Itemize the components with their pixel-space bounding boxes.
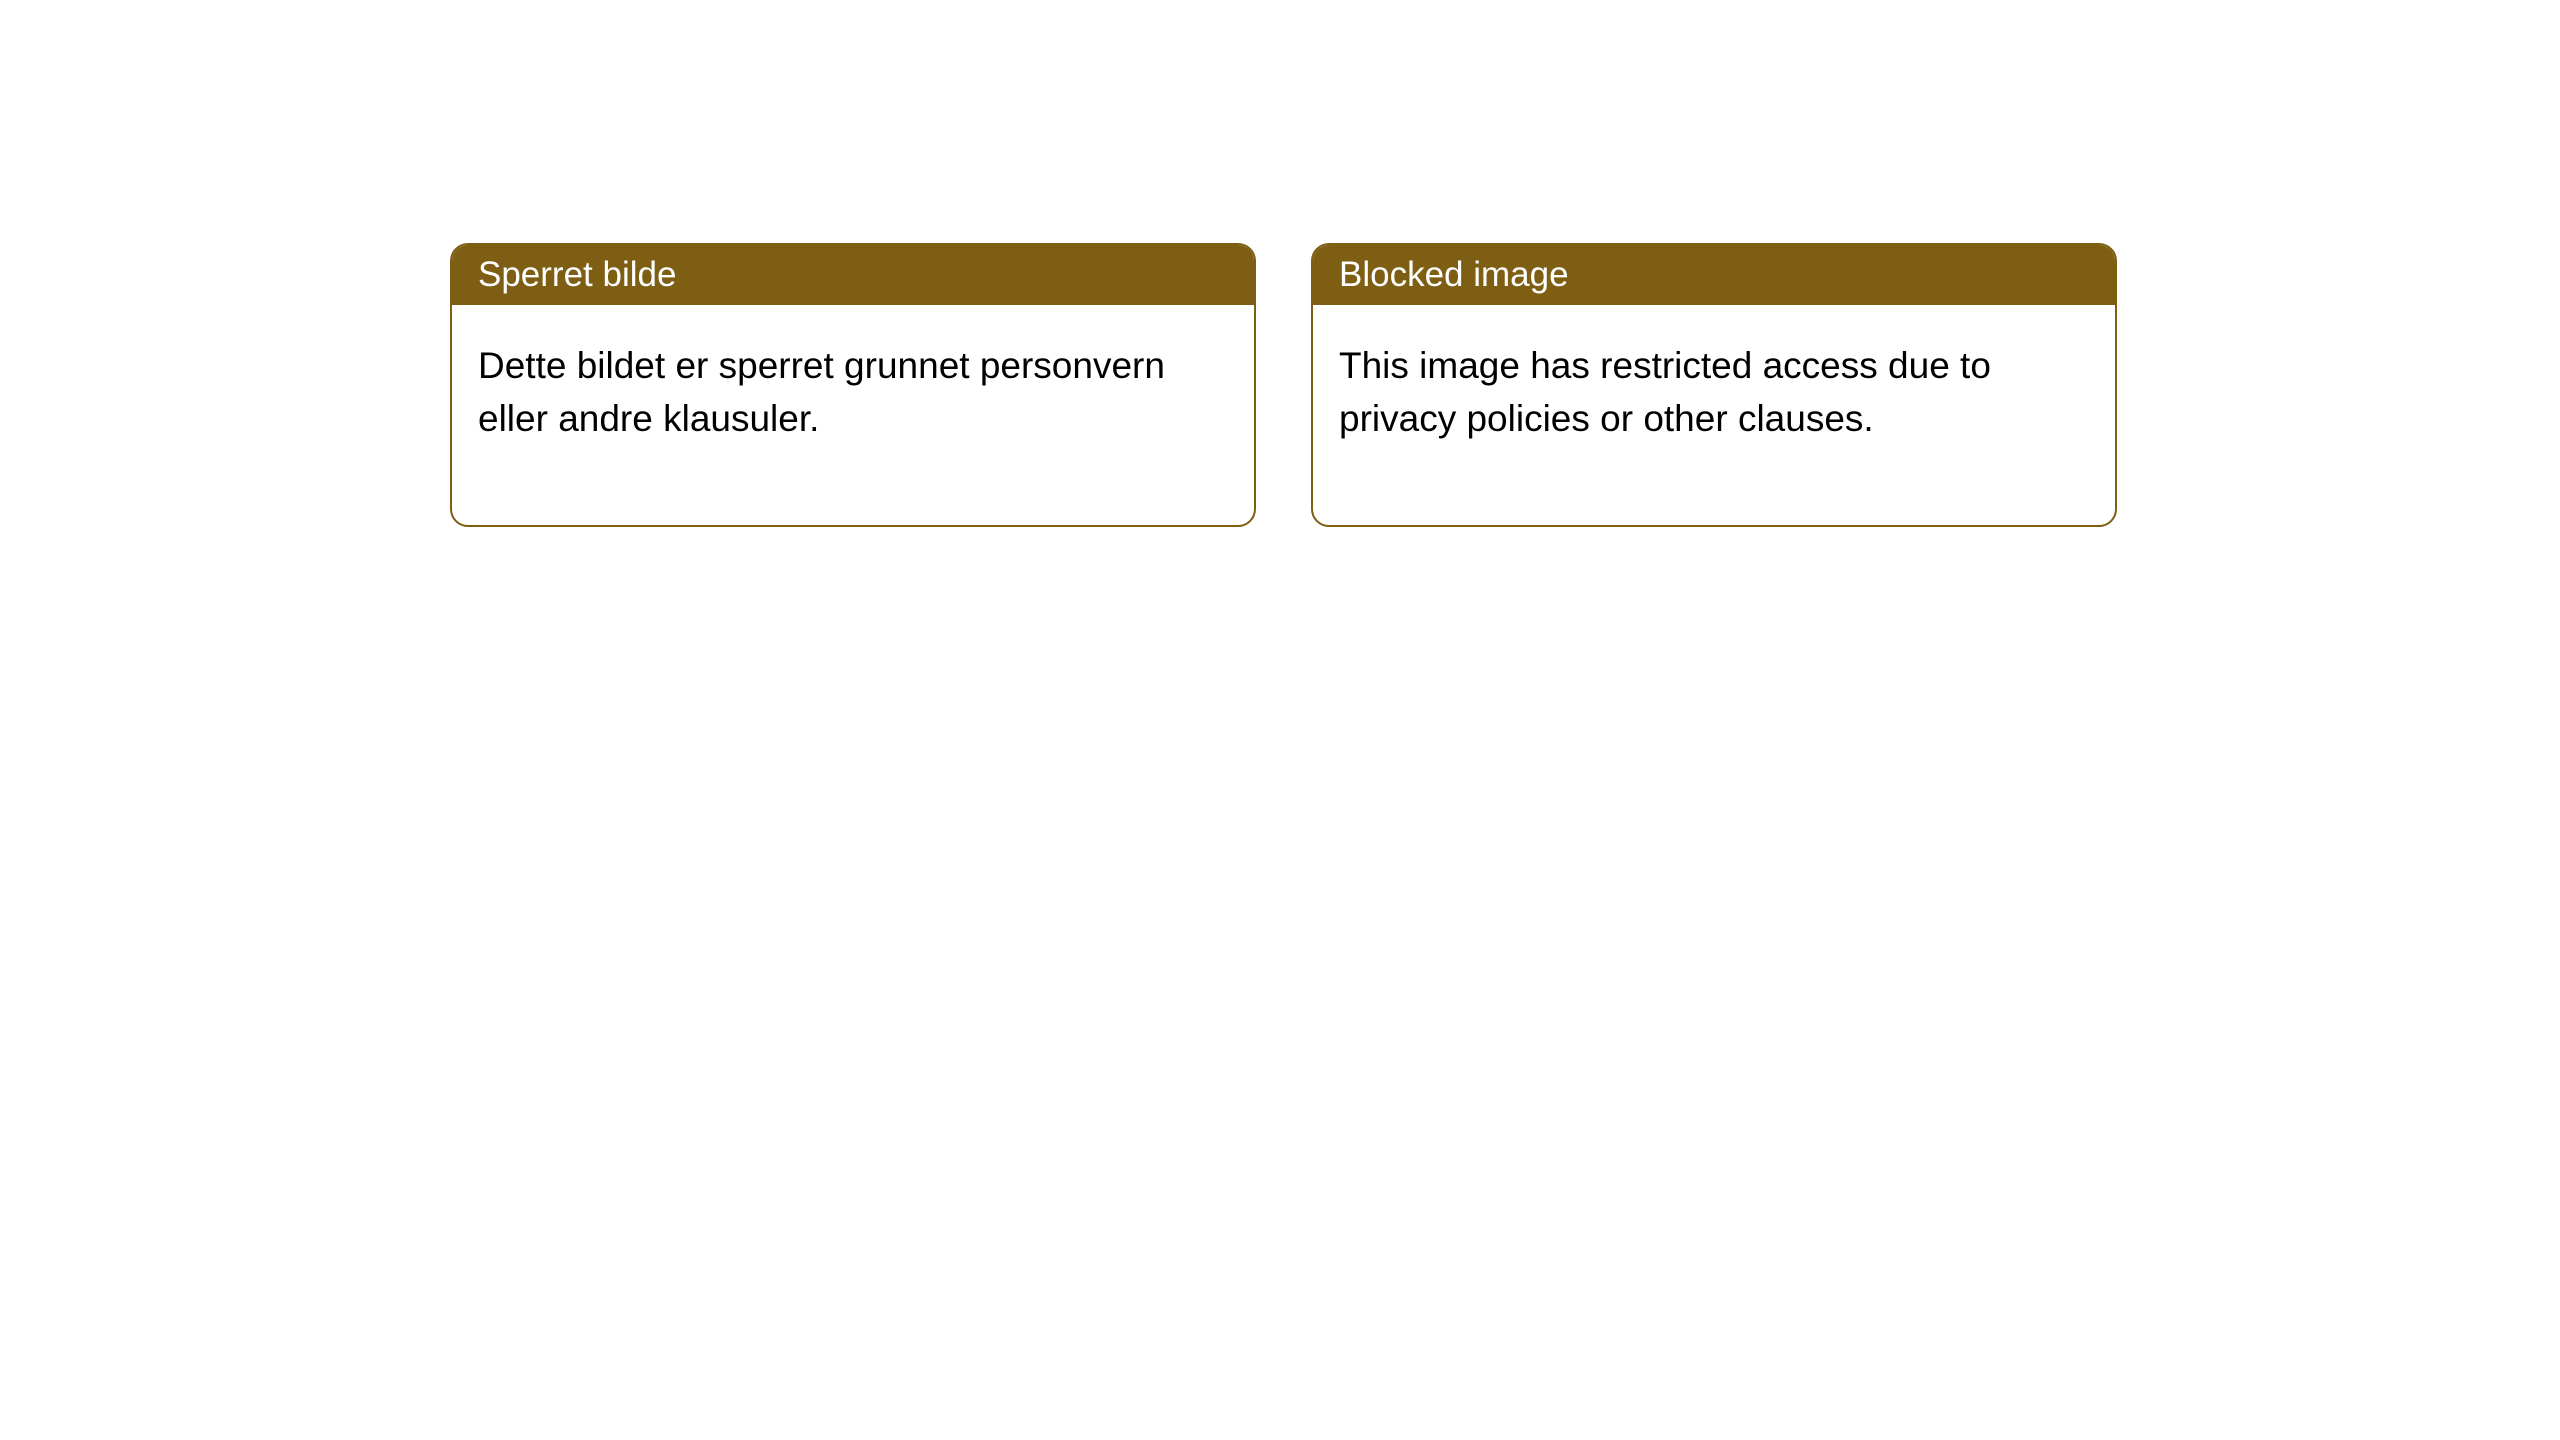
blocked-image-card-no: Sperret bilde Dette bildet er sperret gr… [450, 243, 1256, 527]
card-body-en: This image has restricted access due to … [1313, 305, 2115, 525]
blocked-image-card-en: Blocked image This image has restricted … [1311, 243, 2117, 527]
card-header-no: Sperret bilde [452, 245, 1254, 305]
card-body-no: Dette bildet er sperret grunnet personve… [452, 305, 1254, 525]
card-header-en: Blocked image [1313, 245, 2115, 305]
notice-container: Sperret bilde Dette bildet er sperret gr… [0, 0, 2560, 527]
